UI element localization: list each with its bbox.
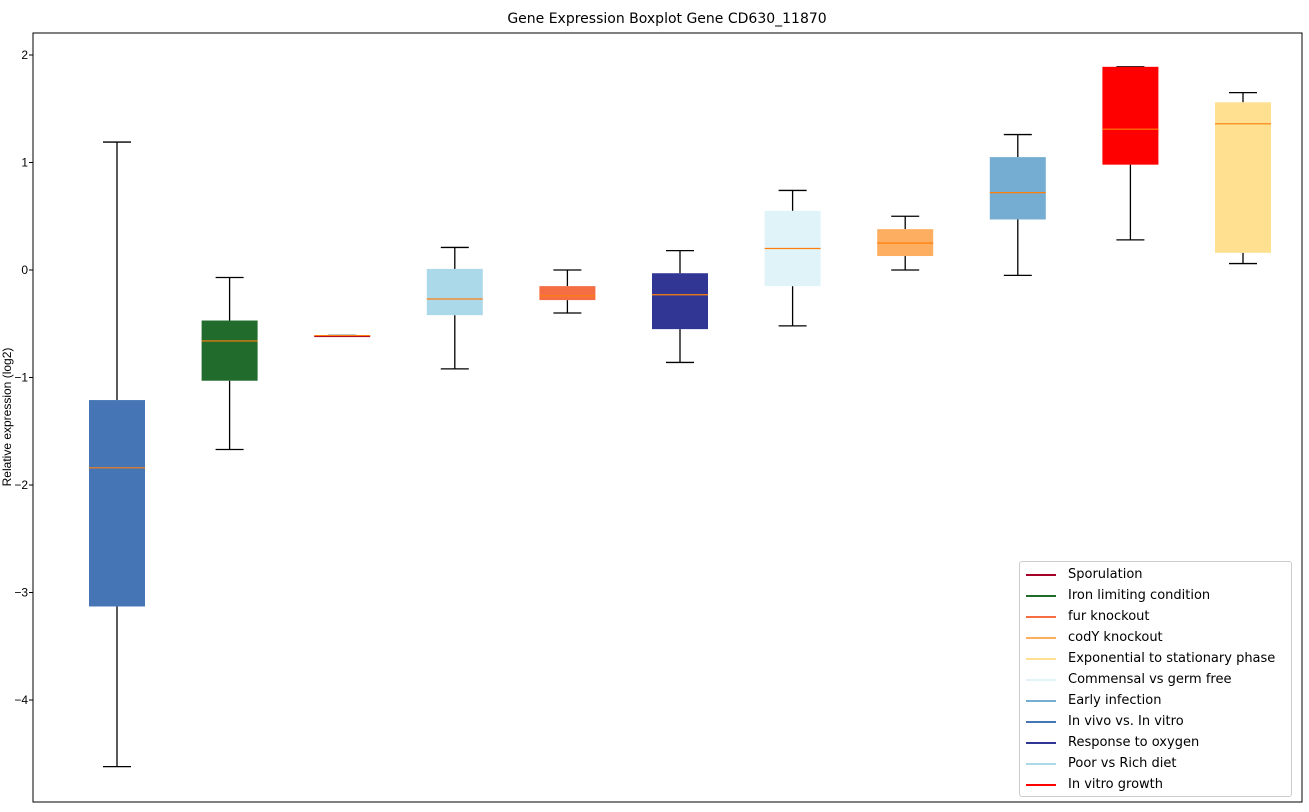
legend-swatch (1026, 783, 1056, 786)
box-early-infection (989, 133, 1046, 277)
box-body (1215, 102, 1271, 253)
legend-label: Sporulation (1068, 567, 1143, 582)
box-body (201, 320, 258, 381)
legend-label: In vitro growth (1068, 777, 1163, 792)
legend-item: codY knockout (1020, 627, 1291, 648)
legend-label: In vivo vs. In vitro (1068, 714, 1184, 729)
box-exponential-to-stationary-phase (1215, 91, 1271, 265)
legend-swatch (1026, 678, 1056, 681)
legend-item: Early infection (1020, 690, 1291, 711)
box-cody-knockout (877, 215, 934, 271)
legend-swatch (1026, 720, 1056, 723)
box-body (426, 268, 483, 316)
legend-item: Sporulation (1020, 564, 1291, 585)
legend-item: In vitro growth (1020, 774, 1291, 795)
y-tick-label: 0 (21, 263, 28, 277)
legend-label: Iron limiting condition (1068, 588, 1211, 603)
plot-frame (32, 32, 1303, 803)
box-commensal-vs-germ-free (764, 189, 821, 327)
legend-swatch (1026, 762, 1056, 765)
legend-item: fur knockout (1020, 606, 1291, 627)
legend-label: Early infection (1068, 693, 1162, 708)
box-body (314, 335, 371, 338)
box-response-to-oxygen (652, 249, 708, 364)
chart-title: Gene Expression Boxplot Gene CD630_11870 (507, 11, 826, 27)
y-tick-label: 2 (21, 48, 28, 62)
legend-label: Exponential to stationary phase (1068, 651, 1276, 666)
legend-swatch (1026, 636, 1056, 639)
legend-swatch (1026, 741, 1056, 744)
box-fur-knockout (539, 269, 596, 314)
box-body (989, 157, 1046, 220)
y-tick-label: −1 (14, 371, 28, 385)
legend-item: Exponential to stationary phase (1020, 648, 1291, 669)
legend-swatch (1026, 573, 1056, 576)
legend-label: Response to oxygen (1068, 735, 1200, 750)
legend-swatch (1026, 594, 1056, 597)
box-body (539, 286, 596, 301)
y-tick-label: 1 (21, 156, 28, 170)
box-in-vitro-growth (1102, 66, 1159, 241)
legend-label: codY knockout (1068, 630, 1163, 645)
legend-label: Poor vs Rich diet (1068, 756, 1177, 771)
legend-swatch (1026, 699, 1056, 702)
y-axis: 2 1 0 −1 −2 −3 −4 (14, 48, 33, 707)
box-poor-vs-rich-diet (426, 246, 483, 370)
legend-label: fur knockout (1068, 609, 1150, 624)
box-iron-limiting-condition (201, 276, 258, 451)
legend-swatch (1026, 657, 1056, 660)
box-in-vivo-vs-in-vitro (89, 141, 145, 768)
y-tick-label: −2 (14, 478, 28, 492)
box-body (1102, 66, 1159, 165)
legend-item: Response to oxygen (1020, 732, 1291, 753)
box-body (652, 273, 708, 330)
legend-item: In vivo vs. In vitro (1020, 711, 1291, 732)
y-tick-label: −3 (14, 586, 28, 600)
legend-item: Poor vs Rich diet (1020, 753, 1291, 774)
box-sporulation (314, 334, 371, 338)
legend-item: Commensal vs germ free (1020, 669, 1291, 690)
boxes-group (89, 66, 1271, 768)
legend-item: Iron limiting condition (1020, 585, 1291, 606)
legend-swatch (1026, 615, 1056, 618)
y-tick-label: −4 (14, 693, 28, 707)
legend-label: Commensal vs germ free (1068, 672, 1232, 687)
box-body (89, 400, 145, 607)
y-axis-label: Relative expression (log2) (0, 348, 14, 487)
legend: Sporulation Iron limiting condition fur kn… (1019, 561, 1292, 797)
